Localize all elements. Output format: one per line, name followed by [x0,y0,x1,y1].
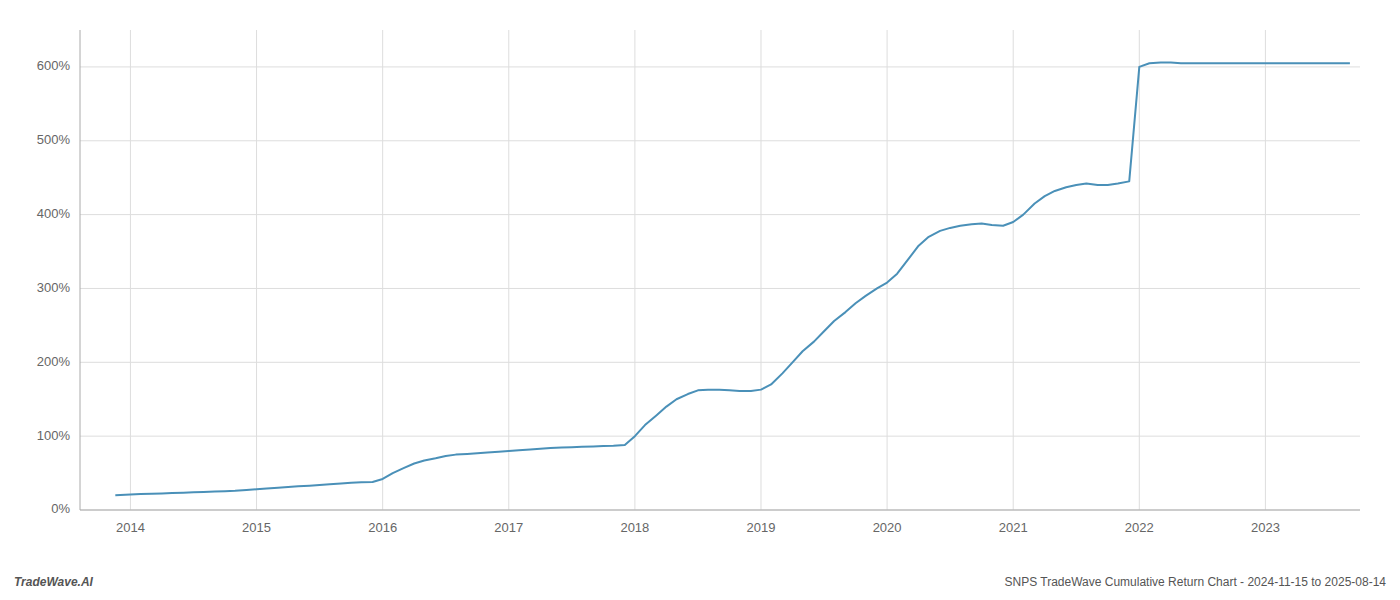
x-grid-line [1013,30,1014,510]
x-axis-line [80,510,1360,511]
y-grid-line [80,436,1360,437]
cumulative-return-line [115,62,1350,495]
grid [80,30,1360,510]
x-tick-label: 2015 [242,520,271,535]
x-tick-label: 2021 [999,520,1028,535]
x-grid-line [887,30,888,510]
axes: 0% 100% 200% 300% 400% 500% 600% 2014 2015 2016 20… [37,30,1360,535]
y-grid-line [80,140,1360,141]
x-tick-label: 2014 [116,520,145,535]
x-tick-label: 2018 [620,520,649,535]
x-tick-label: 2017 [494,520,523,535]
chart-title: SNPS TradeWave Cumulative Return Chart -… [1004,575,1386,589]
chart-container: 0% 100% 200% 300% 400% 500% 600% 2014 2015 2016 20… [0,0,1400,600]
x-grid-line [760,30,761,510]
x-tick-label: 2023 [1251,520,1280,535]
y-tick-label: 0% [51,501,70,516]
x-tick-label: 2022 [1125,520,1154,535]
y-tick-label: 400% [37,206,71,221]
y-tick-label: 300% [37,280,71,295]
y-axis-line [80,30,81,510]
plot-area [115,62,1350,495]
x-tick-label: 2019 [747,520,776,535]
y-grid-line [80,214,1360,215]
x-grid-line [382,30,383,510]
x-grid-line [256,30,257,510]
y-tick-label: 500% [37,132,71,147]
x-tick-label: 2016 [368,520,397,535]
y-tick-label: 200% [37,354,71,369]
x-grid-line [130,30,131,510]
x-tick-label: 2020 [873,520,902,535]
x-grid-line [1139,30,1140,510]
x-grid-line [508,30,509,510]
x-grid-line [1265,30,1266,510]
y-tick-label: 100% [37,428,71,443]
footer-brand: TradeWave.AI [14,575,94,589]
chart: 0% 100% 200% 300% 400% 500% 600% 2014 2015 2016 20… [0,0,1400,600]
y-grid-line [80,288,1360,289]
x-grid-line [634,30,635,510]
y-tick-label: 600% [37,58,71,73]
y-grid-line [80,510,1360,511]
y-grid-line [80,362,1360,363]
y-grid-line [80,66,1360,67]
texts: TradeWave.AI SNPS TradeWave Cumulative Re… [14,575,1386,589]
